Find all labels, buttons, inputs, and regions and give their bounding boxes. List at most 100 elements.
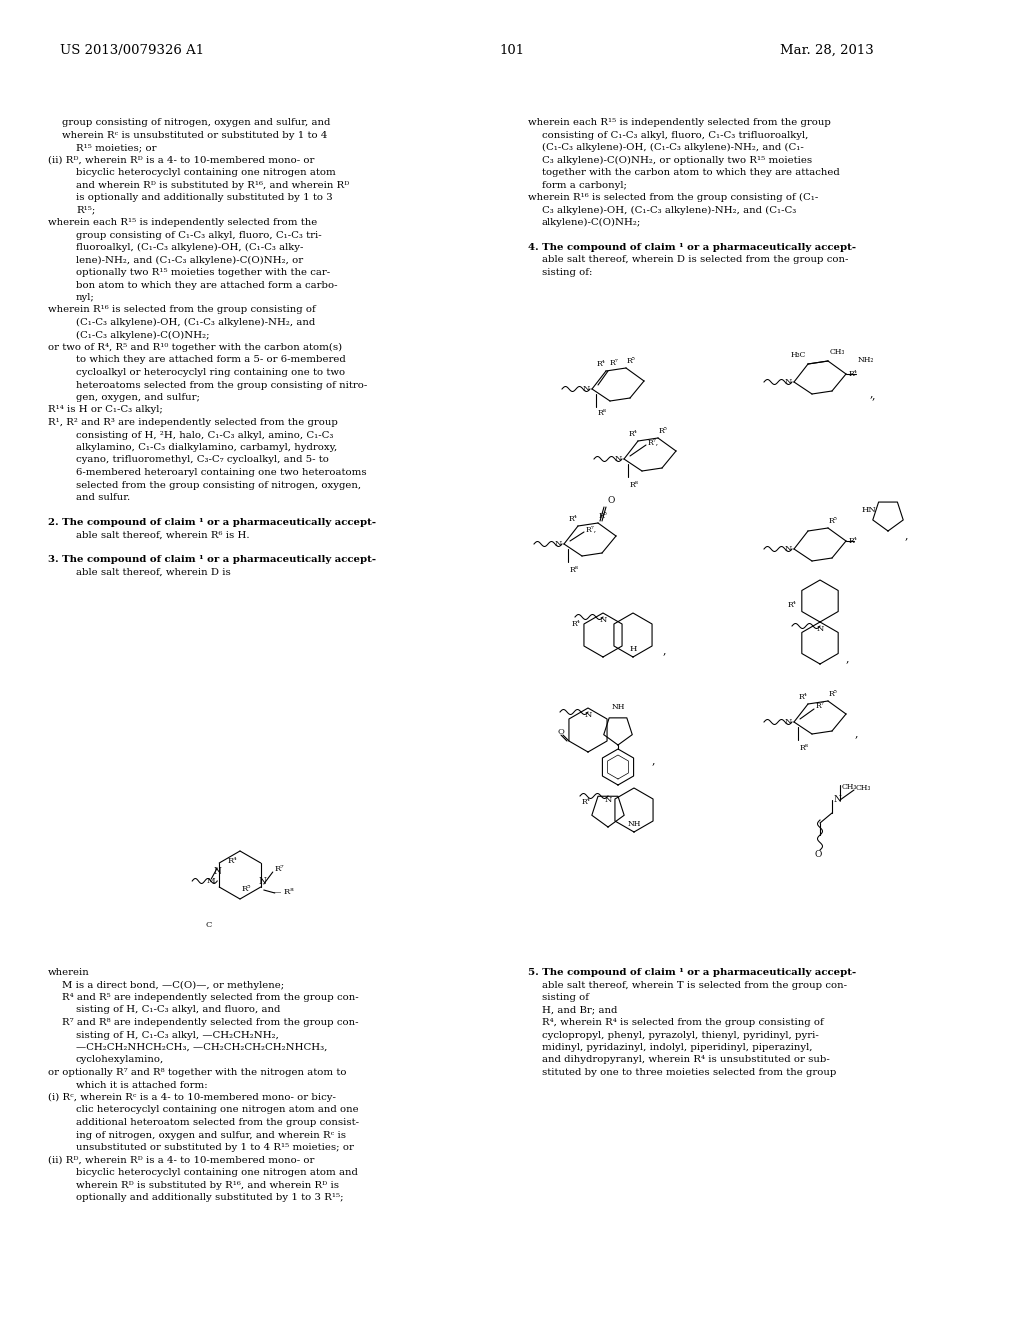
Text: 101: 101 — [500, 44, 524, 57]
Text: H: H — [630, 645, 637, 653]
Text: consisting of H, ²H, halo, C₁-C₃ alkyl, amino, C₁-C₃: consisting of H, ²H, halo, C₁-C₃ alkyl, … — [76, 430, 334, 440]
Text: and dihydropyranyl, wherein R⁴ is unsubstituted or sub-: and dihydropyranyl, wherein R⁴ is unsubs… — [542, 1056, 829, 1064]
Text: C₃ alkylene)-OH, (C₁-C₃ alkylene)-NH₂, and (C₁-C₃: C₃ alkylene)-OH, (C₁-C₃ alkylene)-NH₂, a… — [542, 206, 797, 215]
Text: form a carbonyl;: form a carbonyl; — [542, 181, 627, 190]
Text: or two of R⁴, R⁵ and R¹⁰ together with the carbon atom(s): or two of R⁴, R⁵ and R¹⁰ together with t… — [48, 343, 342, 352]
Text: bicyclic heterocyclyl containing one nitrogen atom and: bicyclic heterocyclyl containing one nit… — [76, 1168, 357, 1177]
Text: N: N — [816, 624, 823, 634]
Text: NH: NH — [628, 820, 641, 828]
Text: heteroatoms selected from the group consisting of nitro-: heteroatoms selected from the group cons… — [76, 380, 368, 389]
Text: able salt thereof, wherein D is: able salt thereof, wherein D is — [76, 568, 230, 577]
Text: ,: , — [652, 755, 655, 766]
Text: R¹, R² and R³ are independently selected from the group: R¹, R² and R³ are independently selected… — [48, 418, 338, 426]
Text: able salt thereof, wherein R⁶ is H.: able salt thereof, wherein R⁶ is H. — [76, 531, 250, 540]
Text: sisting of: sisting of — [542, 993, 589, 1002]
Text: R⁴, wherein R⁴ is selected from the group consisting of: R⁴, wherein R⁴ is selected from the grou… — [542, 1018, 823, 1027]
Text: M: M — [207, 876, 215, 884]
Text: R⁷: R⁷ — [816, 702, 824, 710]
Text: —CH₂CH₂NHCH₂CH₃, —CH₂CH₂CH₂CH₂NHCH₃,: —CH₂CH₂NHCH₂CH₃, —CH₂CH₂CH₂CH₂NHCH₃, — [76, 1043, 328, 1052]
Text: N: N — [585, 711, 592, 719]
Text: O: O — [814, 850, 821, 859]
Text: N: N — [599, 616, 606, 624]
Text: N: N — [604, 796, 611, 804]
Text: N: N — [834, 796, 842, 804]
Text: wherein: wherein — [48, 968, 90, 977]
Text: NH: NH — [611, 704, 625, 711]
Text: bon atom to which they are attached form a carbo-: bon atom to which they are attached form… — [76, 281, 338, 289]
Text: wherein R¹⁶ is selected from the group consisting of (C₁-: wherein R¹⁶ is selected from the group c… — [528, 193, 818, 202]
Text: R¹⁵ moieties; or: R¹⁵ moieties; or — [76, 143, 157, 152]
Text: R⁴: R⁴ — [582, 797, 590, 805]
Text: R⁴: R⁴ — [787, 601, 796, 609]
Text: R⁴: R⁴ — [572, 620, 581, 628]
Text: gen, oxygen, and sulfur;: gen, oxygen, and sulfur; — [76, 393, 200, 403]
Text: M is a direct bond, —C(O)—, or methylene;: M is a direct bond, —C(O)—, or methylene… — [62, 981, 285, 990]
Text: CH₃: CH₃ — [830, 348, 846, 356]
Text: selected from the group consisting of nitrogen, oxygen,: selected from the group consisting of ni… — [76, 480, 361, 490]
Text: or optionally R⁷ and R⁸ together with the nitrogen atom to: or optionally R⁷ and R⁸ together with th… — [48, 1068, 346, 1077]
Text: R⁸: R⁸ — [570, 566, 579, 574]
Text: (C₁-C₃ alkylene)-OH, (C₁-C₃ alkylene)-NH₂, and (C₁-: (C₁-C₃ alkylene)-OH, (C₁-C₃ alkylene)-NH… — [542, 143, 804, 152]
Text: 6-membered heteroaryl containing one two heteroatoms: 6-membered heteroaryl containing one two… — [76, 469, 367, 477]
Text: consisting of C₁-C₃ alkyl, fluoro, C₁-C₃ trifluoroalkyl,: consisting of C₁-C₃ alkyl, fluoro, C₁-C₃… — [542, 131, 808, 140]
Text: wherein R¹⁶ is selected from the group consisting of: wherein R¹⁶ is selected from the group c… — [48, 305, 315, 314]
Text: R⁵: R⁵ — [242, 884, 252, 894]
Text: stituted by one to three moieties selected from the group: stituted by one to three moieties select… — [542, 1068, 837, 1077]
Text: N: N — [583, 385, 590, 393]
Text: (ii) Rᴰ, wherein Rᴰ is a 4- to 10-membered mono- or: (ii) Rᴰ, wherein Rᴰ is a 4- to 10-member… — [48, 1155, 314, 1164]
Text: R⁸: R⁸ — [630, 480, 639, 488]
Text: able salt thereof, wherein D is selected from the group con-: able salt thereof, wherein D is selected… — [542, 256, 848, 264]
Text: sisting of H, C₁-C₃ alkyl, and fluoro, and: sisting of H, C₁-C₃ alkyl, and fluoro, a… — [76, 1006, 281, 1015]
Text: 5. The compound of claim ¹ or a pharmaceutically accept-: 5. The compound of claim ¹ or a pharmace… — [528, 968, 856, 977]
Text: alkylamino, C₁-C₃ dialkylamino, carbamyl, hydroxy,: alkylamino, C₁-C₃ dialkylamino, carbamyl… — [76, 444, 337, 451]
Text: midinyl, pyridazinyl, indolyl, piperidinyl, piperazinyl,: midinyl, pyridazinyl, indolyl, piperidin… — [542, 1043, 812, 1052]
Text: bicyclic heterocyclyl containing one nitrogen atom: bicyclic heterocyclyl containing one nit… — [76, 168, 336, 177]
Text: R⁵: R⁵ — [829, 690, 838, 698]
Text: R⁴: R⁴ — [568, 515, 577, 523]
Text: wherein each R¹⁵ is independently selected from the group: wherein each R¹⁵ is independently select… — [528, 117, 830, 127]
Text: sisting of:: sisting of: — [542, 268, 592, 277]
Text: N: N — [614, 455, 622, 463]
Text: ing of nitrogen, oxygen and sulfur, and wherein Rᶜ is: ing of nitrogen, oxygen and sulfur, and … — [76, 1130, 346, 1139]
Text: lene)-NH₂, and (C₁-C₃ alkylene)-C(O)NH₂, or: lene)-NH₂, and (C₁-C₃ alkylene)-C(O)NH₂,… — [76, 256, 303, 264]
Text: N: N — [784, 718, 792, 726]
Text: to which they are attached form a 5- or 6-membered: to which they are attached form a 5- or … — [76, 355, 346, 364]
Text: R¹⁴ is H or C₁-C₃ alkyl;: R¹⁴ is H or C₁-C₃ alkyl; — [48, 405, 163, 414]
Text: R⁴: R⁴ — [849, 537, 858, 545]
Text: and sulfur.: and sulfur. — [76, 492, 130, 502]
Text: wherein each R¹⁵ is independently selected from the: wherein each R¹⁵ is independently select… — [48, 218, 317, 227]
Text: is optionally and additionally substituted by 1 to 3: is optionally and additionally substitut… — [76, 193, 333, 202]
Text: R⁴: R⁴ — [628, 430, 637, 438]
Text: C₃ alkylene)-C(O)NH₂, or optionally two R¹⁵ moieties: C₃ alkylene)-C(O)NH₂, or optionally two … — [542, 156, 812, 165]
Text: N: N — [555, 540, 562, 548]
Text: 4. The compound of claim ¹ or a pharmaceutically accept-: 4. The compound of claim ¹ or a pharmace… — [528, 243, 856, 252]
Text: ,: , — [870, 388, 873, 399]
Text: N: N — [784, 378, 792, 385]
Text: H, and Br; and: H, and Br; and — [542, 1006, 617, 1015]
Text: cyclohexylamino,: cyclohexylamino, — [76, 1056, 164, 1064]
Text: US 2013/0079326 A1: US 2013/0079326 A1 — [60, 44, 204, 57]
Text: O: O — [608, 496, 615, 506]
Text: R⁸: R⁸ — [800, 744, 809, 752]
Text: R⁴: R⁴ — [798, 693, 807, 701]
Text: N: N — [259, 878, 266, 887]
Text: Mar. 28, 2013: Mar. 28, 2013 — [780, 44, 873, 57]
Text: N: N — [213, 867, 221, 876]
Text: wherein Rᴰ is substituted by R¹⁶, and wherein Rᴰ is: wherein Rᴰ is substituted by R¹⁶, and wh… — [76, 1180, 339, 1189]
Text: R¹⁵;: R¹⁵; — [76, 206, 95, 214]
Text: C: C — [205, 921, 211, 929]
Text: — R⁸: — R⁸ — [272, 888, 294, 896]
Text: group consisting of nitrogen, oxygen and sulfur, and: group consisting of nitrogen, oxygen and… — [62, 117, 331, 127]
Text: R⁸: R⁸ — [598, 409, 607, 417]
Text: clic heterocyclyl containing one nitrogen atom and one: clic heterocyclyl containing one nitroge… — [76, 1106, 358, 1114]
Text: R⁷ and R⁸ are independently selected from the group con-: R⁷ and R⁸ are independently selected fro… — [62, 1018, 358, 1027]
Text: alkylene)-C(O)NH₂;: alkylene)-C(O)NH₂; — [542, 218, 641, 227]
Text: 2. The compound of claim ¹ or a pharmaceutically accept-: 2. The compound of claim ¹ or a pharmace… — [48, 517, 376, 527]
Text: R⁴: R⁴ — [596, 360, 605, 368]
Text: (ii) Rᴰ, wherein Rᴰ is a 4- to 10-membered mono- or: (ii) Rᴰ, wherein Rᴰ is a 4- to 10-member… — [48, 156, 314, 165]
Text: R⁷,: R⁷, — [586, 525, 597, 533]
Text: able salt thereof, wherein T is selected from the group con-: able salt thereof, wherein T is selected… — [542, 981, 847, 990]
Text: ,: , — [663, 645, 667, 655]
Text: (C₁-C₃ alkylene)-C(O)NH₂;: (C₁-C₃ alkylene)-C(O)NH₂; — [76, 330, 210, 339]
Text: N: N — [784, 545, 792, 553]
